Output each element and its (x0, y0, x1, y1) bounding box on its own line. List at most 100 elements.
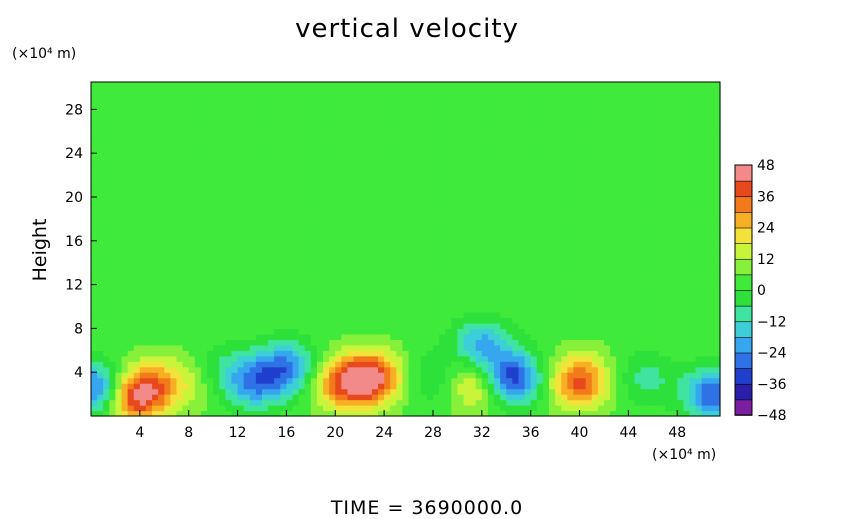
contour-cell (292, 213, 300, 220)
contour-cell (188, 246, 196, 253)
contour-cell (469, 251, 477, 258)
contour-cell (249, 311, 257, 319)
contour-cell (182, 186, 190, 193)
contour-cell (567, 191, 575, 198)
contour-cell (310, 235, 318, 242)
contour-cell (432, 103, 440, 110)
contour-cell (341, 218, 349, 225)
contour-cell (420, 207, 428, 215)
contour-cell (121, 164, 129, 171)
contour-cell (555, 131, 562, 138)
contour-cell (329, 82, 336, 89)
contour-cell (475, 186, 483, 193)
contour-cell (384, 186, 391, 193)
contour-cell (176, 120, 184, 127)
contour-cell (182, 257, 190, 264)
contour-cell (555, 350, 562, 357)
contour-cell (445, 410, 452, 417)
contour-cell (91, 136, 98, 143)
contour-cell (579, 262, 587, 269)
contour-cell (378, 180, 385, 187)
contour-cell (97, 273, 104, 280)
contour-cell (103, 125, 110, 132)
contour-cell (225, 235, 233, 242)
contour-cell (316, 218, 324, 225)
contour-cell (451, 196, 459, 204)
contour-cell (475, 153, 483, 160)
contour-cell (384, 251, 391, 258)
contour-cell (194, 218, 202, 225)
contour-cell (390, 290, 397, 297)
contour-cell (304, 125, 312, 132)
contour-cell (243, 180, 251, 187)
contour-cell (378, 383, 385, 390)
contour-cell (500, 257, 507, 264)
contour-cell (494, 180, 501, 187)
contour-cell (292, 103, 300, 110)
contour-cell (188, 328, 196, 335)
contour-cell (371, 311, 379, 319)
contour-cell (353, 142, 361, 149)
contour-cell (426, 175, 434, 182)
contour-cell (261, 180, 269, 187)
contour-cell (298, 268, 306, 275)
contour-cell (408, 218, 416, 225)
contour-cell (292, 295, 300, 302)
contour-cell (469, 257, 477, 264)
contour-cell (145, 361, 153, 368)
contour-cell (494, 158, 501, 165)
contour-cell (426, 224, 434, 231)
contour-cell (445, 125, 452, 132)
contour-cell (432, 235, 440, 242)
contour-cell (432, 311, 440, 319)
contour-cell (426, 339, 434, 346)
contour-cell (481, 350, 489, 357)
contour-cell (207, 355, 214, 362)
contour-cell (268, 361, 275, 368)
contour-cell (384, 229, 391, 236)
contour-cell (280, 180, 288, 187)
contour-cell (292, 125, 300, 132)
contour-cell (121, 322, 129, 329)
contour-cell (243, 317, 251, 324)
contour-cell (158, 317, 165, 324)
contour-cell (310, 317, 318, 324)
contour-cell (298, 98, 306, 105)
contour-cell (439, 311, 446, 319)
contour-cell (194, 147, 202, 154)
contour-cell (408, 273, 416, 280)
contour-cell (524, 131, 532, 138)
contour-cell (139, 306, 147, 313)
contour-cell (439, 202, 446, 209)
contour-cell (219, 284, 226, 291)
contour-cell (432, 366, 440, 373)
contour-cell (518, 301, 526, 308)
contour-cell (231, 388, 239, 395)
contour-cell (139, 262, 147, 269)
contour-cell (353, 355, 361, 362)
contour-cell (255, 180, 263, 187)
contour-cell (133, 114, 141, 121)
contour-cell (457, 246, 465, 253)
contour-cell (139, 164, 147, 171)
contour-cell (323, 273, 330, 280)
contour-cell (347, 131, 355, 138)
contour-cell (219, 103, 226, 110)
contour-cell (475, 92, 483, 100)
contour-cell (420, 279, 428, 286)
contour-cell (213, 92, 220, 100)
contour-cell (359, 246, 367, 253)
contour-cell (512, 240, 520, 247)
contour-cell (188, 394, 196, 401)
contour-cell (115, 196, 123, 204)
contour-cell (164, 180, 171, 187)
contour-cell (182, 131, 190, 138)
contour-cell (573, 136, 581, 143)
contour-cell (152, 295, 159, 302)
contour-cell (158, 279, 165, 286)
contour-cell (341, 196, 349, 204)
contour-cell (506, 399, 513, 406)
contour-cell (463, 257, 471, 264)
contour-cell (408, 399, 416, 406)
contour-cell (237, 87, 245, 94)
